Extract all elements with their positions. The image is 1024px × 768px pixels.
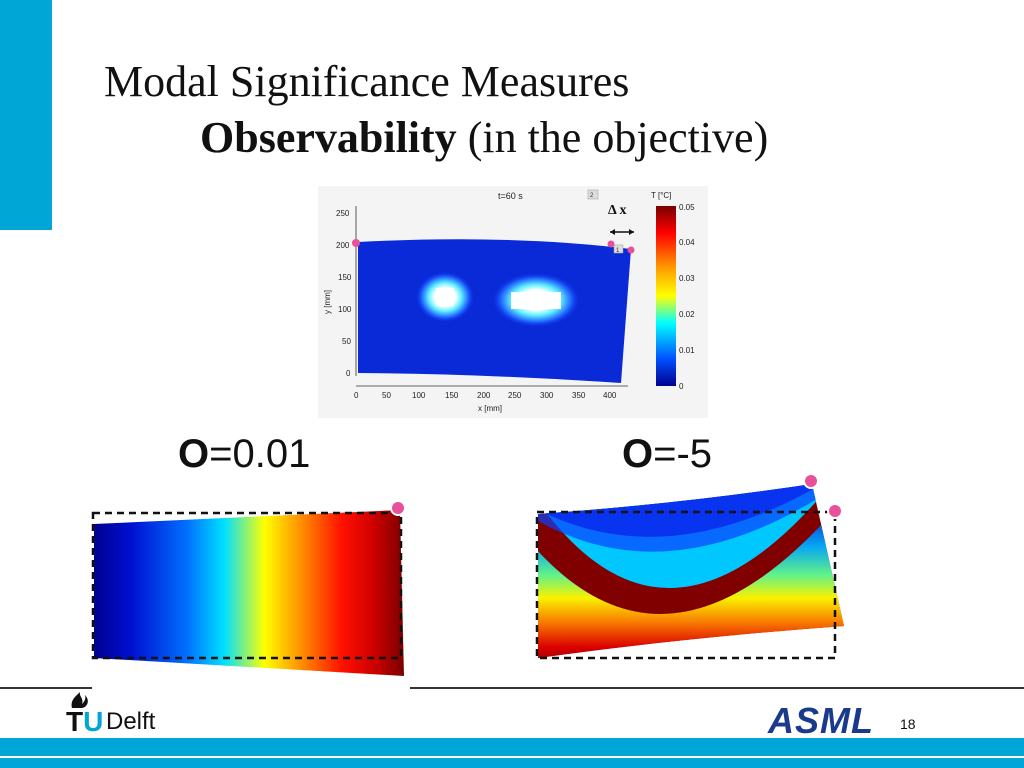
panel-tag-2-box bbox=[587, 189, 599, 200]
slide-subtitle: Observability (in the objective) bbox=[200, 112, 768, 163]
x-tick: 200 bbox=[477, 391, 491, 400]
y-tick: 150 bbox=[338, 273, 352, 282]
measure-left-value: =0.01 bbox=[209, 432, 311, 476]
measure-left-symbol: O bbox=[178, 432, 210, 476]
x-tick: 150 bbox=[445, 391, 459, 400]
temperature-figure: t=60 s 2 250 200 150 100 50 0 0 50 100 1… bbox=[318, 186, 708, 418]
marker-point bbox=[352, 239, 360, 247]
time-label: t=60 s bbox=[498, 191, 523, 201]
panel-tag-1: 1 bbox=[616, 248, 620, 254]
colorbar-tick: 0.05 bbox=[679, 203, 695, 212]
measure-right: O=-5 bbox=[622, 432, 712, 477]
undeformed-outline-right bbox=[535, 510, 837, 660]
panel-tag-2: 2 bbox=[590, 193, 594, 199]
colorbar-tick: 0.01 bbox=[679, 346, 695, 355]
y-tick: 200 bbox=[336, 241, 350, 250]
colorbar-tick: 0.02 bbox=[679, 310, 695, 319]
y-tick: 50 bbox=[342, 337, 351, 346]
y-tick: 100 bbox=[338, 305, 352, 314]
x-tick: 50 bbox=[382, 391, 391, 400]
marker-point bbox=[627, 246, 635, 254]
delta-x-label: Δ x bbox=[608, 203, 627, 218]
subtitle-rest: (in the objective) bbox=[456, 113, 769, 162]
tu-mark: TU bbox=[66, 706, 104, 737]
measure-right-value: =-5 bbox=[653, 432, 713, 476]
x-tick: 400 bbox=[603, 391, 617, 400]
delta-x-arrowheads bbox=[610, 229, 634, 235]
panel-tag-1-box bbox=[613, 244, 624, 254]
footer-bar bbox=[0, 738, 1024, 756]
slide-title: Modal Significance Measures bbox=[104, 57, 630, 106]
hole-right bbox=[511, 292, 561, 309]
x-tick: 250 bbox=[508, 391, 522, 400]
undeformed-outline-left bbox=[91, 511, 403, 660]
footer-divider bbox=[0, 687, 1024, 689]
tudelft-logo: TU Delft bbox=[66, 692, 196, 737]
colorbar-tick: 0 bbox=[679, 382, 684, 391]
x-tick: 0 bbox=[354, 391, 359, 400]
colorbar-title: T [°C] bbox=[651, 191, 671, 200]
subtitle-bold: Observability bbox=[200, 113, 457, 162]
marker-point bbox=[803, 473, 819, 489]
colorbar-tick: 0.03 bbox=[679, 274, 695, 283]
plate-shape bbox=[358, 239, 631, 383]
footer-bar-lower bbox=[0, 758, 1024, 768]
x-tick: 300 bbox=[540, 391, 554, 400]
page-number: 18 bbox=[900, 716, 916, 732]
accent-bar bbox=[0, 0, 52, 230]
marker-point bbox=[827, 503, 843, 519]
measure-left: O=0.01 bbox=[178, 432, 310, 477]
mode-shape-left bbox=[91, 500, 406, 676]
x-axis-label: x [mm] bbox=[478, 404, 502, 413]
measure-right-symbol: O bbox=[622, 432, 654, 476]
colorbar bbox=[656, 206, 676, 386]
flame-icon bbox=[71, 692, 88, 708]
delft-wordmark: Delft bbox=[106, 708, 156, 735]
temperature-plot: t=60 s 2 250 200 150 100 50 0 0 50 100 1… bbox=[318, 186, 708, 418]
footer-gap bbox=[92, 684, 410, 692]
y-tick: 250 bbox=[336, 209, 350, 218]
mode-shape-right bbox=[535, 473, 844, 660]
y-axis-label: y [mm] bbox=[323, 290, 332, 314]
y-tick: 0 bbox=[346, 369, 351, 378]
marker-point bbox=[607, 240, 615, 248]
x-tick: 100 bbox=[412, 391, 426, 400]
colorbar-tick: 0.04 bbox=[679, 238, 695, 247]
x-tick: 350 bbox=[572, 391, 586, 400]
hole-left bbox=[436, 288, 454, 306]
asml-logo: ASML bbox=[768, 700, 874, 741]
marker-point bbox=[390, 500, 406, 516]
mode-shape-left-field bbox=[94, 510, 404, 676]
